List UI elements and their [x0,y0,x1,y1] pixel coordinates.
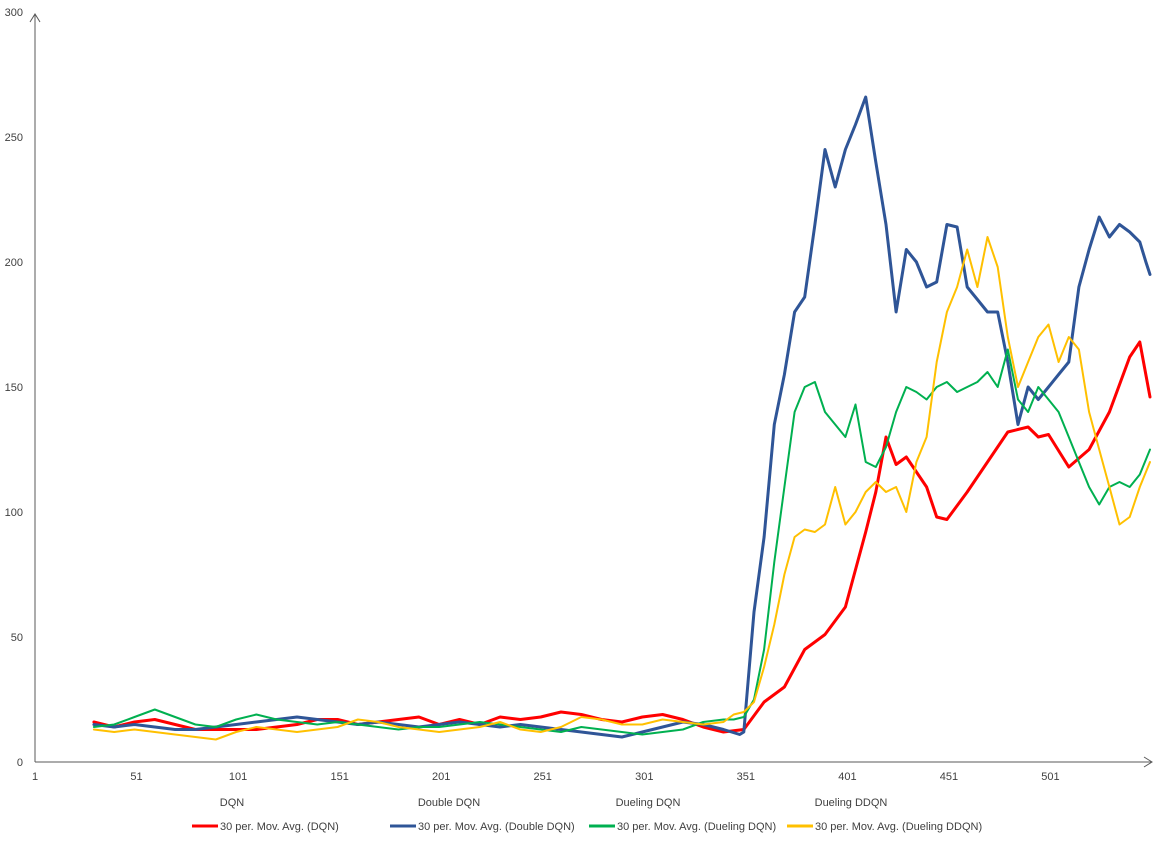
x-tick-label: 401 [838,771,856,783]
legend-label: 30 per. Mov. Avg. (Dueling DDQN) [815,821,982,833]
y-tick-label: 100 [5,507,23,519]
series-line-30-per-mov-avg-dueling-dqn [92,348,1151,736]
y-tick-label: 150 [5,382,23,394]
series-line-30-per-mov-avg-dueling-ddqn [92,236,1151,741]
x-tick-labels: 1 51 101 151 201 251 301 351 401 451 501 [32,771,1060,783]
legend-label: 30 per. Mov. Avg. (DQN) [220,821,339,833]
series-lines [92,95,1152,741]
y-tick-label: 250 [5,132,23,144]
category-label: Dueling DDQN [815,797,888,809]
x-tick-label: 101 [229,771,247,783]
y-tick-label: 300 [5,7,23,19]
legend-label: 30 per. Mov. Avg. (Dueling DQN) [617,821,776,833]
x-tick-label: 301 [635,771,653,783]
x-tick-label: 501 [1041,771,1059,783]
legend-entry: 30 per. Mov. Avg. (Dueling DDQN) [787,821,982,833]
legend: 30 per. Mov. Avg. (DQN) 30 per. Mov. Avg.… [192,821,982,833]
category-label: DQN [220,797,245,809]
y-tick-labels: 0 50 100 150 200 250 300 [5,7,23,769]
x-tick-label: 201 [432,771,450,783]
x-tick-label: 1 [32,771,38,783]
x-tick-label: 151 [330,771,348,783]
series-line-30-per-mov-avg-dqn [92,340,1152,734]
x-tick-label: 51 [130,771,142,783]
x-tick-label: 451 [940,771,958,783]
y-tick-label: 50 [11,632,23,644]
y-axis [29,13,41,762]
category-label: Dueling DQN [616,797,681,809]
y-tick-label: 0 [17,757,23,769]
y-tick-label: 200 [5,257,23,269]
category-label: Double DQN [418,797,480,809]
category-labels: DQN Double DQN Dueling DQN Dueling DDQN [220,797,888,809]
legend-entry: 30 per. Mov. Avg. (DQN) [192,821,339,833]
series-line-30-per-mov-avg-double-dqn [92,95,1152,739]
x-tick-label: 351 [737,771,755,783]
legend-label: 30 per. Mov. Avg. (Double DQN) [418,821,575,833]
legend-entry: 30 per. Mov. Avg. (Double DQN) [390,821,575,833]
y-axis-arrow [29,13,41,23]
x-tick-label: 251 [534,771,552,783]
x-axis-arrow [1143,756,1153,768]
x-axis [35,756,1153,768]
legend-entry: 30 per. Mov. Avg. (Dueling DQN) [589,821,776,833]
